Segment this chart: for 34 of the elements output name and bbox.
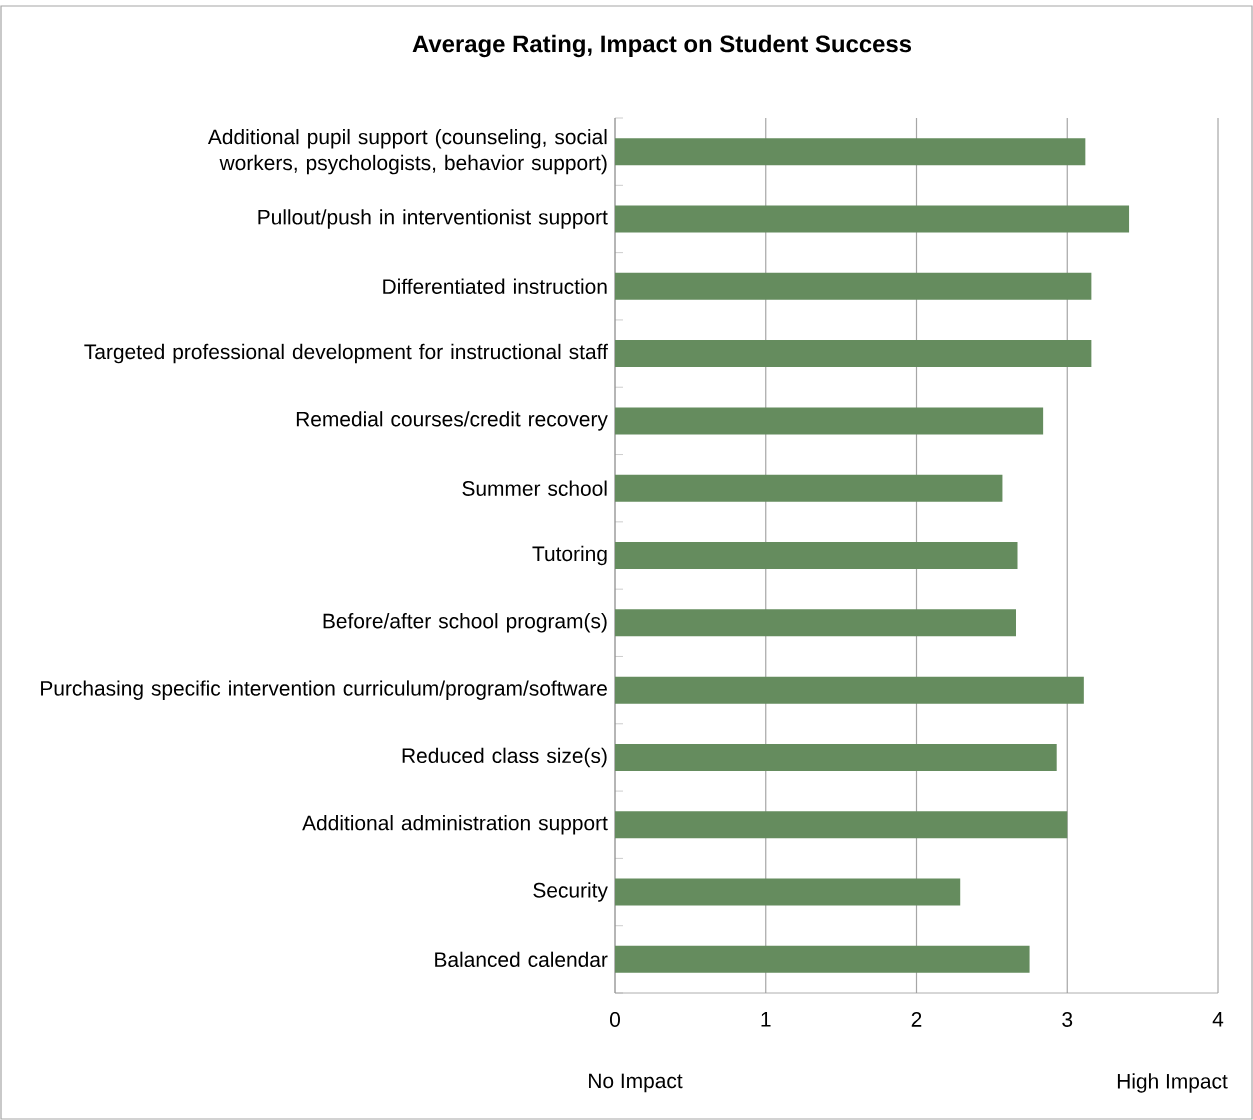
chart-title: Average Rating, Impact on Student Success [412,34,912,58]
y-tick-label: Summer school [462,480,607,496]
bar [615,474,1003,502]
text: No Impact [589,1073,683,1093]
bar [615,811,1068,839]
bar [615,272,1092,300]
y-tick-label: Balanced calendar [435,951,608,968]
text: High Impact [1117,1073,1228,1093]
bar [615,138,1086,166]
bar [615,945,1030,973]
bar [615,743,1057,771]
y-tick-label: Differentiated instruction [383,278,607,294]
y-tick-label: Security [533,882,608,902]
x-tick-label: 1 [761,1012,771,1027]
x-tick-label: 0 [609,1012,620,1027]
x-tick-label: 4 [1212,1012,1224,1027]
y-tick-label: Pullout/push in interventionist support [258,209,608,229]
bar [615,407,1044,435]
bar [615,542,1018,570]
y-tick-label: Targeted professional development for instructional staff [84,343,608,364]
bar [615,205,1130,233]
y-tick-label: Remedial courses/credit recovery [296,411,608,431]
bar [615,609,1016,637]
x-tick-label: 2 [911,1012,922,1027]
y-tick-label: Purchasing specific intervention curriculum/program/software [41,680,607,700]
bar [615,878,961,906]
y-tick-label: Before/after school program(s) [323,613,607,633]
y-tick-label: Reduced class size(s) [402,747,607,768]
y-tick-label: Additional pupil support (counseling, social workers, psychologists, behavior support) [207,128,607,175]
y-tick-label: Additional administration support [302,814,608,835]
x-tick-label: 3 [1062,1012,1073,1027]
bar [615,340,1092,368]
bar [615,676,1084,704]
y-tick-label: Tutoring [532,545,607,566]
